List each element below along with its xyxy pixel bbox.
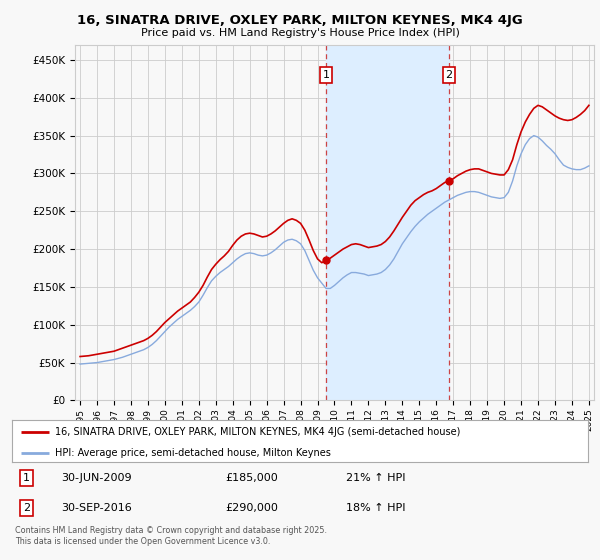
Text: Contains HM Land Registry data © Crown copyright and database right 2025.
This d: Contains HM Land Registry data © Crown c… — [15, 526, 327, 546]
Text: 16, SINATRA DRIVE, OXLEY PARK, MILTON KEYNES, MK4 4JG (semi-detached house): 16, SINATRA DRIVE, OXLEY PARK, MILTON KE… — [55, 427, 461, 437]
Text: HPI: Average price, semi-detached house, Milton Keynes: HPI: Average price, semi-detached house,… — [55, 448, 331, 458]
Text: £185,000: £185,000 — [225, 473, 278, 483]
Text: 18% ↑ HPI: 18% ↑ HPI — [346, 503, 406, 513]
Text: 1: 1 — [23, 473, 30, 483]
Text: 2: 2 — [445, 70, 452, 80]
Text: 30-SEP-2016: 30-SEP-2016 — [61, 503, 132, 513]
Text: 21% ↑ HPI: 21% ↑ HPI — [346, 473, 406, 483]
Bar — [326, 45, 449, 400]
Text: 16, SINATRA DRIVE, OXLEY PARK, MILTON KEYNES, MK4 4JG: 16, SINATRA DRIVE, OXLEY PARK, MILTON KE… — [77, 14, 523, 27]
Text: £290,000: £290,000 — [225, 503, 278, 513]
Text: 30-JUN-2009: 30-JUN-2009 — [61, 473, 131, 483]
Text: 2: 2 — [23, 503, 30, 513]
Text: Price paid vs. HM Land Registry's House Price Index (HPI): Price paid vs. HM Land Registry's House … — [140, 28, 460, 38]
Text: 1: 1 — [323, 70, 329, 80]
